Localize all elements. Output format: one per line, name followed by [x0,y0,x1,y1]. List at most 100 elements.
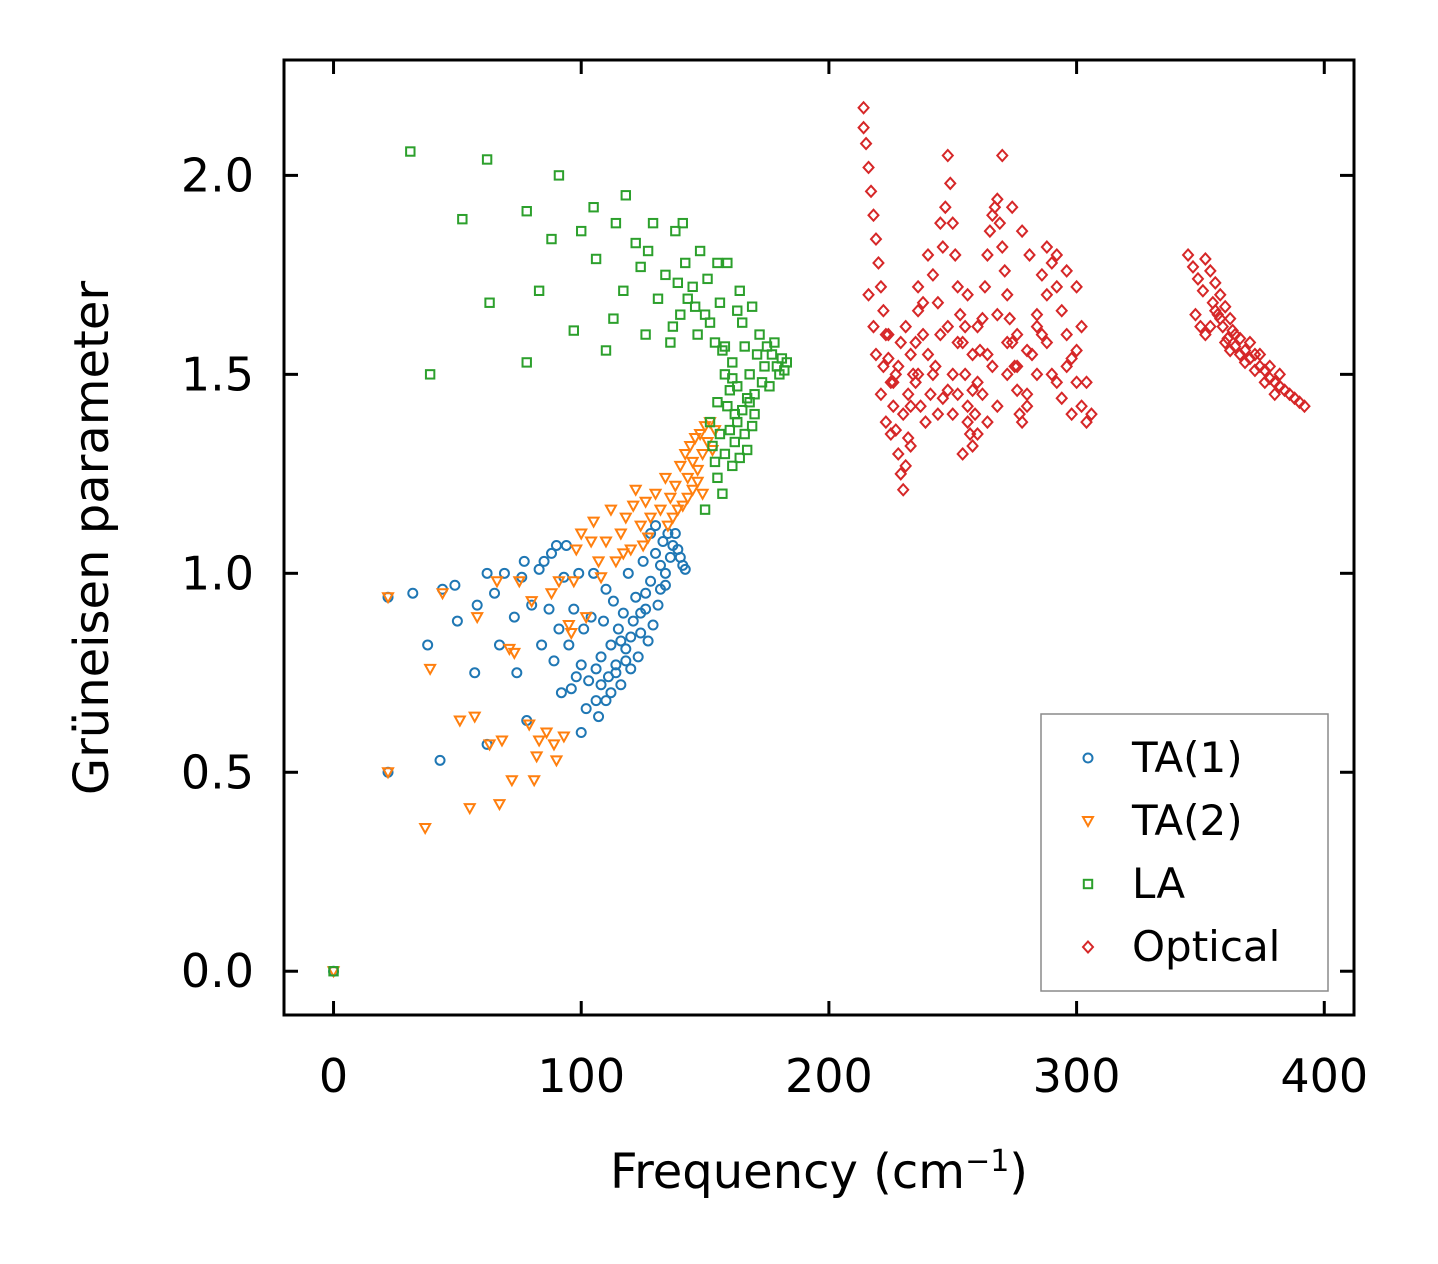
data-point [867,208,880,223]
data-point [714,297,726,308]
data-point [976,311,989,326]
data-point [451,615,463,627]
data-point [746,301,758,312]
data-point [911,303,925,318]
data-point [936,391,950,406]
data-point [990,399,1004,414]
data-point [1065,351,1078,366]
data-point [635,261,646,273]
data-point [884,375,898,390]
data-point [737,404,748,416]
data-point [1218,335,1232,350]
data-point [553,623,565,635]
data-point [704,317,716,328]
data-point [1055,303,1069,318]
data-point [857,120,870,135]
data-point [652,293,664,304]
data-point [1070,375,1083,390]
data-point [990,307,1004,322]
data-point [941,319,955,334]
data-point [600,345,612,356]
data-point [709,456,721,468]
axis-ticks [284,60,1354,1015]
legend-entry: TA(2) [1081,796,1243,845]
data-point [643,512,658,525]
data-point [1040,287,1054,302]
data-point [764,381,775,392]
data-point [521,357,532,368]
data-point [722,257,733,269]
data-point [640,587,652,599]
data-point [599,536,613,549]
data-point [654,559,666,571]
data-point [914,399,927,414]
data-point [971,375,984,390]
data-point [546,233,557,245]
data-point [886,375,900,390]
legend-marker-square [1082,878,1094,890]
data-point [951,387,965,402]
data-point [405,146,416,157]
data-point [704,416,716,428]
data-point [732,305,743,316]
data-point [533,563,545,575]
data-point [744,369,755,380]
data-point [741,444,753,456]
data-point [958,367,972,382]
data-point [981,247,994,262]
x-axis-title-exponent: −1 [965,1144,1009,1179]
data-point [453,715,467,728]
data-point [680,257,691,269]
x-axis-title-main: Frequency (cm [610,1144,965,1200]
data-point [568,325,579,336]
data-point [981,347,994,362]
data-point [565,683,577,695]
data-point [1050,375,1064,390]
data-point [859,136,873,151]
data-point [381,767,395,780]
data-point [943,176,957,191]
data-point [1005,200,1019,215]
data-point [637,555,649,567]
series-optical [857,100,1311,497]
data-point [901,387,915,402]
data-point [609,556,623,569]
data-point [729,436,740,448]
data-point [521,206,532,217]
data-point [435,588,450,601]
data-point [879,327,893,342]
data-point [679,563,691,575]
data-point [595,679,607,691]
data-point [961,287,974,302]
data-point [719,341,731,352]
data-point [909,335,922,350]
data-point [1070,279,1083,294]
data-point [1050,247,1064,262]
data-point [1035,327,1049,342]
data-point [1213,311,1227,326]
data-point [744,397,755,408]
data-point [732,381,743,392]
y-tick-label: 1.0 [181,546,254,600]
data-point [986,359,999,374]
data-point [647,619,659,631]
data-point [1025,347,1039,362]
data-point [495,735,509,748]
data-point [1253,347,1267,362]
data-point [591,556,606,569]
data-point [894,466,908,481]
data-point [734,452,745,464]
data-point [894,335,908,350]
data-point [948,247,962,262]
data-point [620,655,632,667]
data-point [527,775,541,788]
data-point [381,592,395,605]
x-tick-label: 0 [319,1049,348,1103]
data-point [951,335,965,350]
data-point [564,628,579,641]
data-point [630,591,642,603]
data-point [652,599,664,611]
data-point [622,567,634,579]
data-point [1075,319,1088,334]
